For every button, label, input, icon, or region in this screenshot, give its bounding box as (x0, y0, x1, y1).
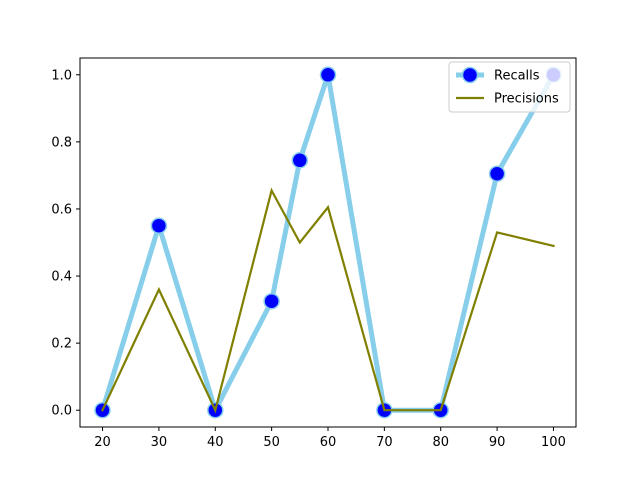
y-tick-label: 1.0 (51, 68, 72, 83)
y-tick-label: 0.4 (51, 270, 72, 285)
x-tick-label: 90 (489, 435, 506, 450)
recall-point (291, 152, 309, 169)
series-line-recalls (99, 71, 557, 417)
legend-label-recalls: Recalls (494, 69, 540, 84)
x-tick-label: 50 (263, 435, 280, 450)
axes-layer: 20 30 40 50 60 70 80 90 100 0.0 0.2 0.4 0.6 0.8 1.0 (51, 57, 577, 450)
recall-point (319, 66, 337, 84)
x-tick-label: 40 (207, 435, 224, 450)
series-layer (94, 66, 562, 419)
x-tick-label: 80 (432, 435, 449, 450)
recall-point (263, 292, 280, 310)
y-tick-label: 0.2 (51, 337, 72, 352)
x-tick-label: 70 (376, 435, 393, 450)
legend-marker-recalls (461, 66, 479, 84)
series-line-precisions (101, 187, 555, 414)
y-tick-label: 0.6 (51, 202, 72, 217)
legend: Recalls Precisions (448, 61, 571, 113)
x-tick-label: 30 (151, 435, 168, 450)
y-tick-label: 0.0 (51, 404, 72, 419)
x-tick-label: 60 (320, 435, 337, 450)
legend-label-precisions: Precisions (494, 92, 559, 107)
x-tick-label: 20 (94, 435, 111, 450)
x-tick-label: 100 (541, 435, 566, 450)
recall-point (150, 217, 168, 234)
y-tick-label: 0.8 (51, 135, 72, 150)
recall-point (488, 165, 506, 182)
